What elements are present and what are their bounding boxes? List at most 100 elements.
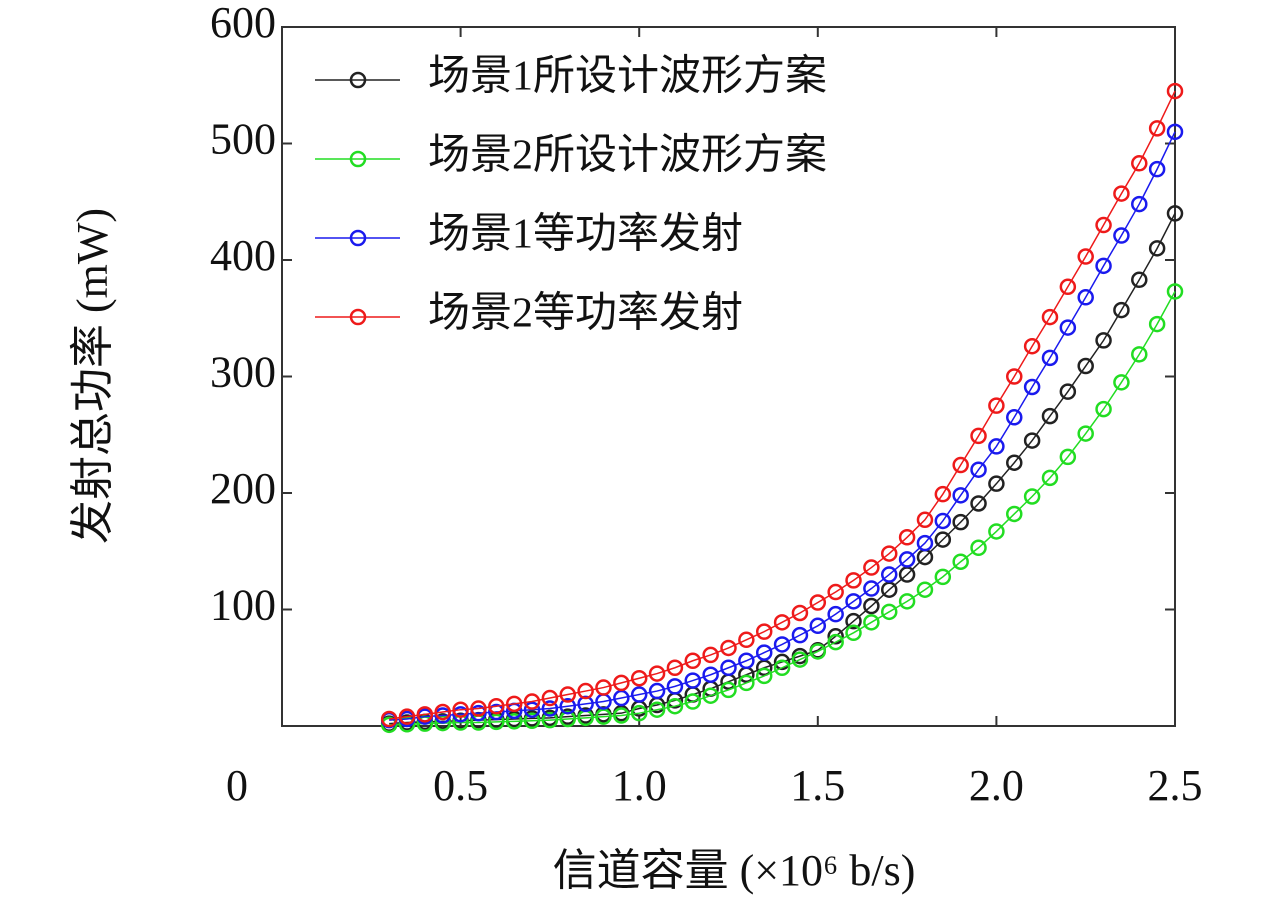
marker [488,697,505,715]
marker [434,703,451,721]
marker [738,652,755,670]
marker [666,659,684,676]
marker [470,700,487,717]
marker [1131,155,1148,172]
marker [880,545,898,562]
legend-label: 场景2等功率发射 [428,290,743,337]
marker [595,679,612,696]
marker [863,580,880,597]
marker [648,701,666,718]
marker [1077,289,1094,306]
marker [1059,319,1077,336]
legend-label: 场景1所设计波形方案 [428,53,827,100]
marker [773,659,791,676]
marker [1113,301,1130,319]
marker [488,713,505,731]
marker [1095,332,1112,349]
marker [988,397,1005,414]
marker [970,427,987,445]
marker [738,674,755,692]
marker [416,706,434,723]
marker [916,511,934,529]
marker [684,652,702,670]
marker [559,686,577,703]
marker [1023,432,1041,449]
marker [755,644,773,661]
marker [523,693,541,710]
marker [1113,185,1130,202]
legend-marker [349,308,367,326]
marker [505,695,523,713]
marker [1041,308,1059,326]
marker [702,646,719,664]
marker [1095,257,1112,275]
marker [380,710,398,728]
marker [952,456,969,474]
marker [1006,505,1023,523]
y-axis-label: 发射总功率 (mW) [68,208,117,544]
marker [1023,488,1041,505]
marker [1113,374,1130,391]
marker [1166,205,1184,222]
marker [720,639,737,657]
marker [1059,278,1077,296]
marker [845,612,862,630]
marker [666,697,684,715]
marker [898,529,916,546]
legend-marker [349,229,367,247]
marker [1148,240,1166,257]
marker [988,523,1005,540]
marker [863,614,880,631]
legend-label: 场景1等功率发射 [428,211,743,258]
y-tick-label: 500 [210,115,276,164]
marker [720,659,737,676]
x-axis-label: 信道容量 (×10⁶ b/s) [553,846,916,895]
marker [1166,283,1184,300]
y-tick-label: 0 [226,761,248,810]
marker [773,653,791,671]
marker [702,666,719,683]
marker [827,628,844,645]
marker [845,572,862,589]
marker [916,534,934,552]
marker [541,700,559,717]
marker [952,513,969,531]
marker [523,712,541,730]
marker [791,651,809,668]
marker [666,678,684,695]
x-tick-label: 2.0 [969,761,1024,810]
marker [1006,454,1023,471]
marker [988,438,1005,455]
y-tick-label: 400 [210,231,276,280]
marker [505,713,523,730]
marker [755,667,773,685]
marker [791,604,809,622]
marker [934,485,952,503]
marker [1006,409,1023,426]
marker [916,581,934,598]
x-tick-label: 1.5 [790,761,845,810]
marker [720,681,737,699]
marker [630,704,648,722]
marker [1166,123,1184,141]
marker [1041,349,1059,367]
marker [773,614,791,631]
legend-marker [349,150,367,168]
marker [970,461,987,478]
marker [1131,271,1148,289]
marker [648,682,666,700]
y-tick-label: 600 [210,0,276,47]
marker [1059,383,1077,400]
marker [738,631,755,649]
marker [934,568,952,586]
marker [1095,216,1112,234]
marker [452,706,469,723]
marker [1059,448,1077,466]
marker [934,531,952,548]
x-tick-label: 2.5 [1148,761,1203,810]
marker [1166,82,1184,100]
marker [613,707,630,724]
marker [452,701,469,718]
